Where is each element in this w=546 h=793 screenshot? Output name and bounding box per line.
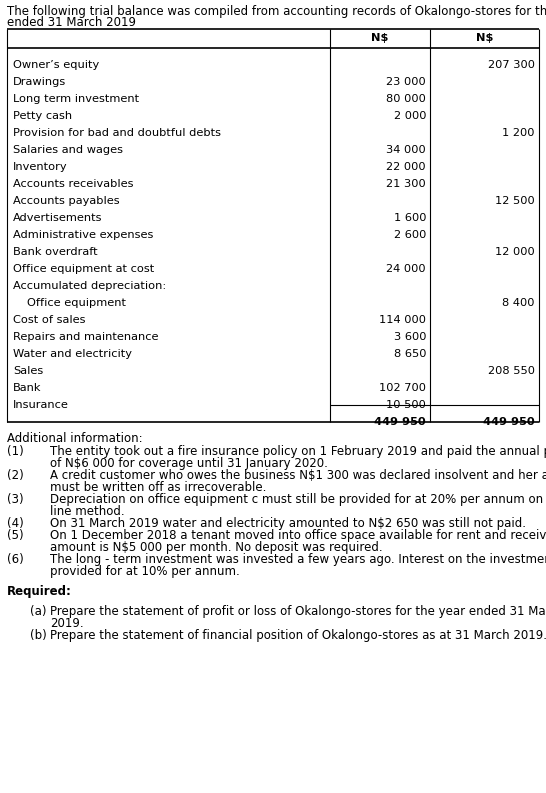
Text: Long term investment: Long term investment xyxy=(13,94,139,104)
Text: line method.: line method. xyxy=(50,505,124,518)
Text: (1): (1) xyxy=(7,445,23,458)
Text: (6): (6) xyxy=(7,553,23,566)
Text: Bank: Bank xyxy=(13,383,41,393)
Text: (b): (b) xyxy=(30,629,47,642)
Text: 8 650: 8 650 xyxy=(394,349,426,359)
Text: 21 300: 21 300 xyxy=(386,179,426,189)
Text: provided for at 10% per annum.: provided for at 10% per annum. xyxy=(50,565,240,578)
Text: N$: N$ xyxy=(476,33,493,43)
Text: Administrative expenses: Administrative expenses xyxy=(13,230,153,240)
Text: ended 31 March 2019: ended 31 March 2019 xyxy=(7,16,136,29)
Text: Owner’s equity: Owner’s equity xyxy=(13,60,99,70)
Text: 208 550: 208 550 xyxy=(488,366,535,376)
Text: Advertisements: Advertisements xyxy=(13,213,103,223)
Text: 3 600: 3 600 xyxy=(394,332,426,342)
Text: 2 600: 2 600 xyxy=(394,230,426,240)
Text: Drawings: Drawings xyxy=(13,77,66,87)
Text: Accounts payables: Accounts payables xyxy=(13,196,120,206)
Text: of N$6 000 for coverage until 31 January 2020.: of N$6 000 for coverage until 31 January… xyxy=(50,457,328,470)
Text: (2): (2) xyxy=(7,469,23,482)
Text: The following trial balance was compiled from accounting records of Okalongo-sto: The following trial balance was compiled… xyxy=(7,5,546,18)
Text: Bank overdraft: Bank overdraft xyxy=(13,247,98,257)
Text: 2019.: 2019. xyxy=(50,617,84,630)
Text: Accounts receivables: Accounts receivables xyxy=(13,179,134,189)
Text: Accumulated depreciation:: Accumulated depreciation: xyxy=(13,281,166,291)
Text: On 31 March 2019 water and electricity amounted to N$2 650 was still not paid.: On 31 March 2019 water and electricity a… xyxy=(50,517,526,530)
Text: Prepare the statement of profit or loss of Okalongo-stores for the year ended 31: Prepare the statement of profit or loss … xyxy=(50,605,546,618)
Text: 449 950: 449 950 xyxy=(374,417,426,427)
Text: 10 500: 10 500 xyxy=(386,400,426,410)
Text: Petty cash: Petty cash xyxy=(13,111,72,121)
Text: 2 000: 2 000 xyxy=(394,111,426,121)
Text: Sales: Sales xyxy=(13,366,43,376)
Text: Depreciation on office equipment c must still be provided for at 20% per annum o: Depreciation on office equipment c must … xyxy=(50,493,546,506)
Text: 12 500: 12 500 xyxy=(495,196,535,206)
Text: A credit customer who owes the business N$1 300 was declared insolvent and her a: A credit customer who owes the business … xyxy=(50,469,546,482)
Text: 1 600: 1 600 xyxy=(394,213,426,223)
Text: 22 000: 22 000 xyxy=(387,162,426,172)
Text: Water and electricity: Water and electricity xyxy=(13,349,132,359)
Text: (a): (a) xyxy=(30,605,46,618)
Text: 8 400: 8 400 xyxy=(502,298,535,308)
Text: Prepare the statement of financial position of Okalongo-stores as at 31 March 20: Prepare the statement of financial posit… xyxy=(50,629,546,642)
Text: 24 000: 24 000 xyxy=(387,264,426,274)
Text: Insurance: Insurance xyxy=(13,400,69,410)
Text: 34 000: 34 000 xyxy=(386,145,426,155)
Text: 114 000: 114 000 xyxy=(379,315,426,325)
Text: Provision for bad and doubtful debts: Provision for bad and doubtful debts xyxy=(13,128,221,138)
Text: Office equipment at cost: Office equipment at cost xyxy=(13,264,155,274)
Text: Cost of sales: Cost of sales xyxy=(13,315,86,325)
Text: 102 700: 102 700 xyxy=(379,383,426,393)
Text: 12 000: 12 000 xyxy=(495,247,535,257)
Text: Office equipment: Office equipment xyxy=(27,298,126,308)
Text: The long - term investment was invested a few years ago. Interest on the investm: The long - term investment was invested … xyxy=(50,553,546,566)
Text: 1 200: 1 200 xyxy=(502,128,535,138)
Text: Required:: Required: xyxy=(7,585,72,598)
Text: (3): (3) xyxy=(7,493,23,506)
Text: 80 000: 80 000 xyxy=(386,94,426,104)
Text: 23 000: 23 000 xyxy=(386,77,426,87)
Text: The entity took out a fire insurance policy on 1 February 2019 and paid the annu: The entity took out a fire insurance pol… xyxy=(50,445,546,458)
Text: On 1 December 2018 a tenant moved into office space available for rent and recei: On 1 December 2018 a tenant moved into o… xyxy=(50,529,546,542)
Text: (5): (5) xyxy=(7,529,23,542)
Text: N$: N$ xyxy=(371,33,389,43)
Text: (4): (4) xyxy=(7,517,23,530)
Text: must be written off as irrecoverable.: must be written off as irrecoverable. xyxy=(50,481,266,494)
Text: Inventory: Inventory xyxy=(13,162,68,172)
Text: 449 950: 449 950 xyxy=(483,417,535,427)
Text: Repairs and maintenance: Repairs and maintenance xyxy=(13,332,158,342)
Text: Salaries and wages: Salaries and wages xyxy=(13,145,123,155)
Text: 207 300: 207 300 xyxy=(488,60,535,70)
Text: Additional information:: Additional information: xyxy=(7,432,143,445)
Text: amount is N$5 000 per month. No deposit was required.: amount is N$5 000 per month. No deposit … xyxy=(50,541,383,554)
